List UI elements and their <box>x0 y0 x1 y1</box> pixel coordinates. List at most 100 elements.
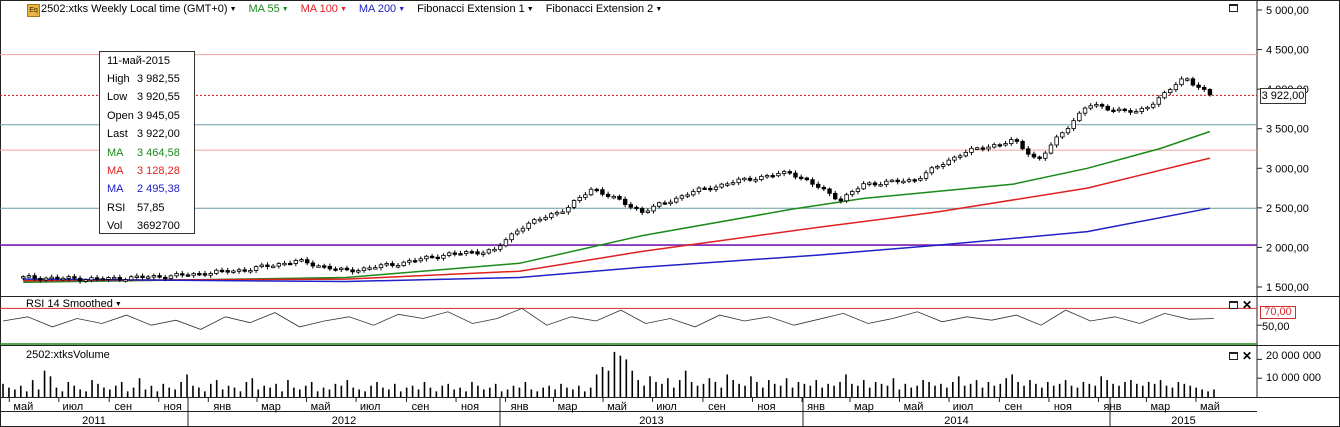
fib1-label: Fibonacci Extension 1 <box>417 3 525 15</box>
equity-icon[interactable]: Eq <box>27 4 40 17</box>
info-value: 57,85 <box>137 201 165 214</box>
dropdown-triangle-icon: ▼ <box>526 5 534 13</box>
candle-body <box>1060 132 1065 138</box>
candle-body <box>804 177 810 181</box>
x-month-label: ноя <box>757 401 775 413</box>
symbol-title-dropdown[interactable]: 2502:xtks Weekly Local time (GMT+0) ▼ <box>41 3 237 15</box>
candle-body <box>1179 78 1184 86</box>
candle-body <box>60 277 66 281</box>
candle-body <box>367 267 372 270</box>
candle-body <box>997 144 1003 147</box>
legend-ma100[interactable]: MA 100 ▼ <box>301 3 347 15</box>
price-axis: 1 500,00 2 000,00 2 500,00 3 000,00 3 500,00… <box>1257 5 1309 294</box>
x-month-label: май <box>311 401 331 413</box>
candle-body <box>600 189 605 195</box>
candle-body <box>651 205 656 212</box>
candle-body <box>458 253 463 256</box>
x-month-label: мар <box>854 401 874 413</box>
candle-body <box>282 262 287 266</box>
candle-body <box>935 166 940 169</box>
candle-body <box>1014 139 1020 142</box>
ma200-label: MA 200 <box>358 3 397 15</box>
candle-body <box>480 252 486 255</box>
price-candles <box>21 76 1213 284</box>
fib2-label: Fibonacci Extension 2 <box>545 3 654 15</box>
legend-fib1[interactable]: Fibonacci Extension 1 ▼ <box>417 3 534 15</box>
x-month-label: май <box>1200 401 1220 413</box>
x-month-label: июл <box>953 401 974 413</box>
candle-body <box>696 187 702 192</box>
candle-body <box>327 265 333 270</box>
maximize-icon[interactable] <box>1229 301 1238 309</box>
candle-body <box>373 267 378 270</box>
rsi-level-tag: 70,00 <box>1260 306 1296 319</box>
candle-body <box>549 213 554 218</box>
candle-body <box>963 151 968 157</box>
dropdown-triangle-icon: ▼ <box>339 5 347 13</box>
info-row: Low 3 920,55 <box>107 88 180 106</box>
candle-body <box>128 276 134 281</box>
x-year-label: 2012 <box>332 415 356 427</box>
candle-body <box>1043 152 1048 159</box>
candle-body <box>1111 109 1116 112</box>
candle-body <box>214 269 219 274</box>
candle-body <box>850 191 855 196</box>
candle-body <box>798 176 804 179</box>
candle-body <box>140 275 145 278</box>
legend-ma200[interactable]: MA 200 ▼ <box>359 3 405 15</box>
candle-body <box>446 252 452 256</box>
candle-body <box>827 188 832 194</box>
legend-fib2[interactable]: Fibonacci Extension 2 ▼ <box>546 3 663 15</box>
candle-body <box>265 264 270 267</box>
maximize-icon[interactable] <box>1229 352 1238 360</box>
candle-body <box>855 188 861 192</box>
candle-body <box>55 276 60 280</box>
candle-body <box>560 211 565 214</box>
candle-body <box>333 268 338 271</box>
close-icon[interactable]: ✕ <box>1242 349 1253 363</box>
rsi-panel-plot <box>0 307 1262 345</box>
candle-body <box>1054 136 1059 146</box>
x-month-label: май <box>13 401 33 413</box>
time-axis[interactable]: май июл сен ноя янв мар май июл сен ноя янв мар май и… <box>8 397 1220 427</box>
candle-body <box>906 179 912 182</box>
candle-body <box>361 267 367 272</box>
candle-body <box>815 183 821 188</box>
maximize-icon[interactable] <box>1229 4 1238 12</box>
candle-body <box>259 264 264 268</box>
candle-body <box>844 194 849 202</box>
info-key: Vol <box>107 220 123 233</box>
candle-body <box>543 216 548 220</box>
ma-line <box>23 130 1211 284</box>
candle-body <box>163 276 168 280</box>
info-row: Last 3 922,00 <box>107 125 180 143</box>
candle-body <box>1071 120 1076 129</box>
candle-body <box>157 275 162 278</box>
rsi-panel-title[interactable]: RSI 14 Smoothed ▼ <box>26 298 122 310</box>
info-key: RSI <box>107 201 126 214</box>
info-row: High 3 982,55 <box>107 70 180 88</box>
legend-ma55[interactable]: MA 55 ▼ <box>249 3 289 15</box>
candle-body <box>202 273 208 276</box>
candle-body <box>628 204 634 208</box>
info-value: 3692700 <box>137 220 180 233</box>
close-icon[interactable]: ✕ <box>1242 298 1253 312</box>
candle-body <box>32 275 37 279</box>
candle-body <box>180 273 185 276</box>
candle-body <box>486 249 492 254</box>
candle-body <box>520 227 526 232</box>
horizontal-levels <box>0 54 1257 246</box>
candle-body <box>293 259 299 264</box>
y-tick-label: 2 000,00 <box>1266 242 1309 254</box>
candle-body <box>412 260 418 263</box>
candle-body <box>872 182 878 186</box>
chart-legend-bar: 2502:xtks Weekly Local time (GMT+0) ▼ MA … <box>0 0 662 18</box>
dropdown-triangle-icon: ▼ <box>114 300 122 308</box>
info-key: Open <box>107 109 134 122</box>
candle-body <box>146 276 151 279</box>
candle-body <box>390 263 395 266</box>
x-month-label: ноя <box>461 401 479 413</box>
candle-body <box>1162 92 1167 99</box>
